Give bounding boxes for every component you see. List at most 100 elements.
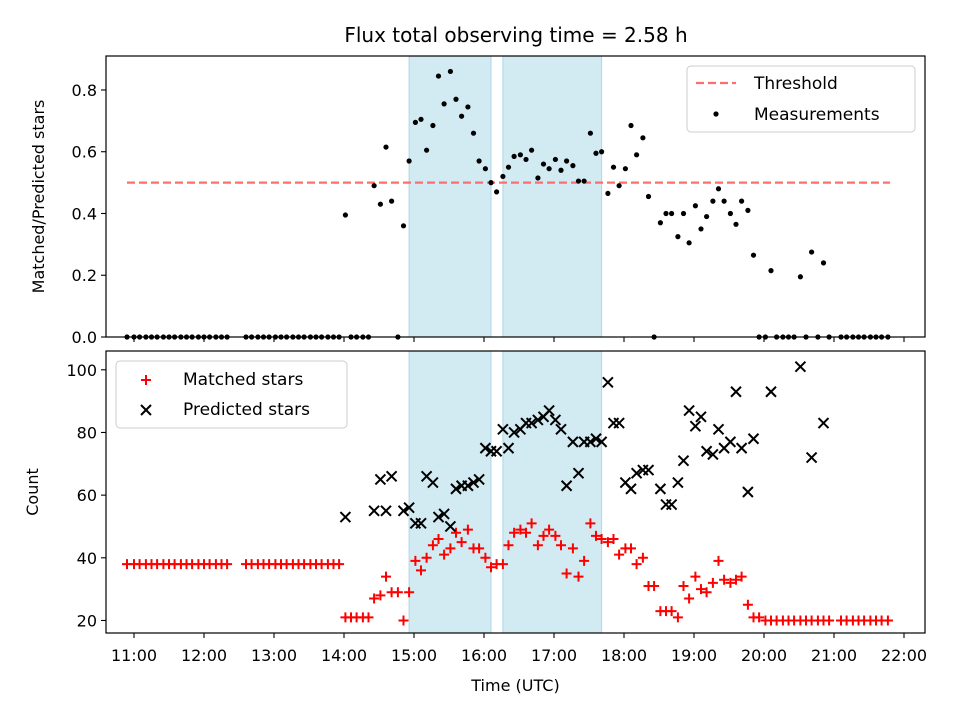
matched-point [222, 559, 233, 570]
measurement-point [593, 150, 599, 156]
measurement-point [371, 183, 377, 189]
matched-point [456, 537, 467, 548]
measurement-point [511, 153, 517, 159]
measurement-point [552, 156, 559, 163]
matched-point [602, 537, 613, 548]
matched-point [503, 540, 514, 551]
predicted-point [567, 436, 579, 448]
predicted-point [502, 442, 515, 454]
matched-point [731, 574, 741, 585]
matched-point [544, 524, 555, 535]
measurement-point [587, 130, 594, 136]
matched-point [666, 606, 677, 617]
matched-point [824, 615, 835, 626]
measurement-point [529, 147, 535, 153]
predicted-point [532, 414, 544, 426]
predicted-point [654, 483, 667, 495]
matched-point [462, 524, 473, 535]
matched-point [363, 612, 374, 623]
matched-point [550, 530, 561, 541]
predicted-point [473, 473, 485, 486]
legend-predicted-swatch [140, 404, 152, 416]
measurement-point [494, 189, 500, 195]
y-axis-label: Count [23, 468, 42, 516]
legend-matched-swatch [141, 375, 151, 385]
predicted-point [339, 511, 352, 523]
measurement-point [377, 201, 383, 207]
observing-span [502, 350, 603, 634]
y-tick-label: 100 [66, 361, 97, 380]
matched-point [375, 590, 386, 601]
predicted-point [525, 417, 538, 429]
matched-point [410, 555, 421, 566]
bottom-panel: 20 40 60 80 100 11:00 12:00 13:00 14:00 15:00 16:0… [23, 350, 927, 695]
predicted-point [794, 360, 807, 373]
matched-point [649, 581, 660, 591]
predicted-point [742, 486, 754, 498]
predicted-point [497, 423, 509, 436]
matched-point [719, 574, 730, 585]
predicted-point [555, 423, 567, 436]
predicted-point [672, 476, 684, 489]
matched-point [736, 571, 747, 582]
predicted-point [689, 420, 702, 432]
predicted-point [700, 445, 713, 457]
measurement-point [715, 186, 722, 192]
measurement-point [570, 163, 576, 169]
matched-point [445, 543, 456, 554]
measurement-point [581, 178, 587, 184]
matched-point [701, 587, 712, 598]
x-tick-label: 21:00 [811, 646, 857, 665]
measurement-point [605, 190, 611, 197]
series-measurements [124, 68, 891, 340]
predicted-point [415, 517, 427, 530]
matched-point [596, 534, 607, 544]
measurement-point [435, 73, 442, 79]
predicted-point [549, 414, 562, 426]
series-predicted-stars [339, 360, 830, 533]
matched-point [515, 524, 526, 535]
measurement-point [616, 183, 622, 189]
measurement-point [663, 210, 669, 217]
y-axis-label: Matched/Predicted stars [29, 100, 48, 294]
measurement-point [768, 268, 774, 274]
top-panel: 0.0 0.2 0.4 0.6 0.8 Matched/Predicted stars Th… [29, 55, 926, 347]
measurement-point [622, 166, 629, 172]
measurement-point [739, 198, 745, 204]
y-tick-label: 40 [77, 549, 97, 568]
matched-point [567, 543, 578, 554]
measurement-point [412, 119, 418, 125]
measurement-point [453, 96, 459, 102]
predicted-point [490, 445, 503, 457]
predicted-point [403, 501, 415, 514]
legend-box [115, 360, 348, 429]
axes-frame [105, 55, 926, 338]
matched-point [626, 543, 636, 554]
matched-point [684, 593, 695, 604]
x-tick-label: 19:00 [671, 646, 717, 665]
y-tick-label: 0.6 [72, 143, 97, 162]
predicted-point [467, 476, 480, 489]
predicted-point [665, 498, 678, 511]
predicted-point [462, 480, 474, 492]
y-tick-label: 0.8 [72, 81, 97, 100]
measurement-point [640, 135, 646, 141]
measurement-point [476, 158, 482, 164]
measurement-point [546, 166, 552, 172]
measurement-point [465, 104, 471, 110]
matched-point [486, 562, 496, 573]
measurement-point [686, 240, 692, 246]
predicted-point [817, 417, 830, 429]
measurement-point [523, 156, 529, 163]
matched-point [672, 612, 683, 623]
matched-point [392, 587, 403, 598]
x-tick-label: 16:00 [461, 646, 507, 665]
predicted-point [438, 508, 450, 520]
predicted-point [730, 386, 742, 398]
legend-predicted-label: Predicted stars [183, 400, 310, 420]
measurement-point [675, 234, 681, 240]
legend-measurement-swatch [713, 111, 719, 117]
predicted-point [805, 451, 818, 464]
predicted-point [707, 448, 719, 461]
y-tick-label: 60 [77, 486, 97, 505]
